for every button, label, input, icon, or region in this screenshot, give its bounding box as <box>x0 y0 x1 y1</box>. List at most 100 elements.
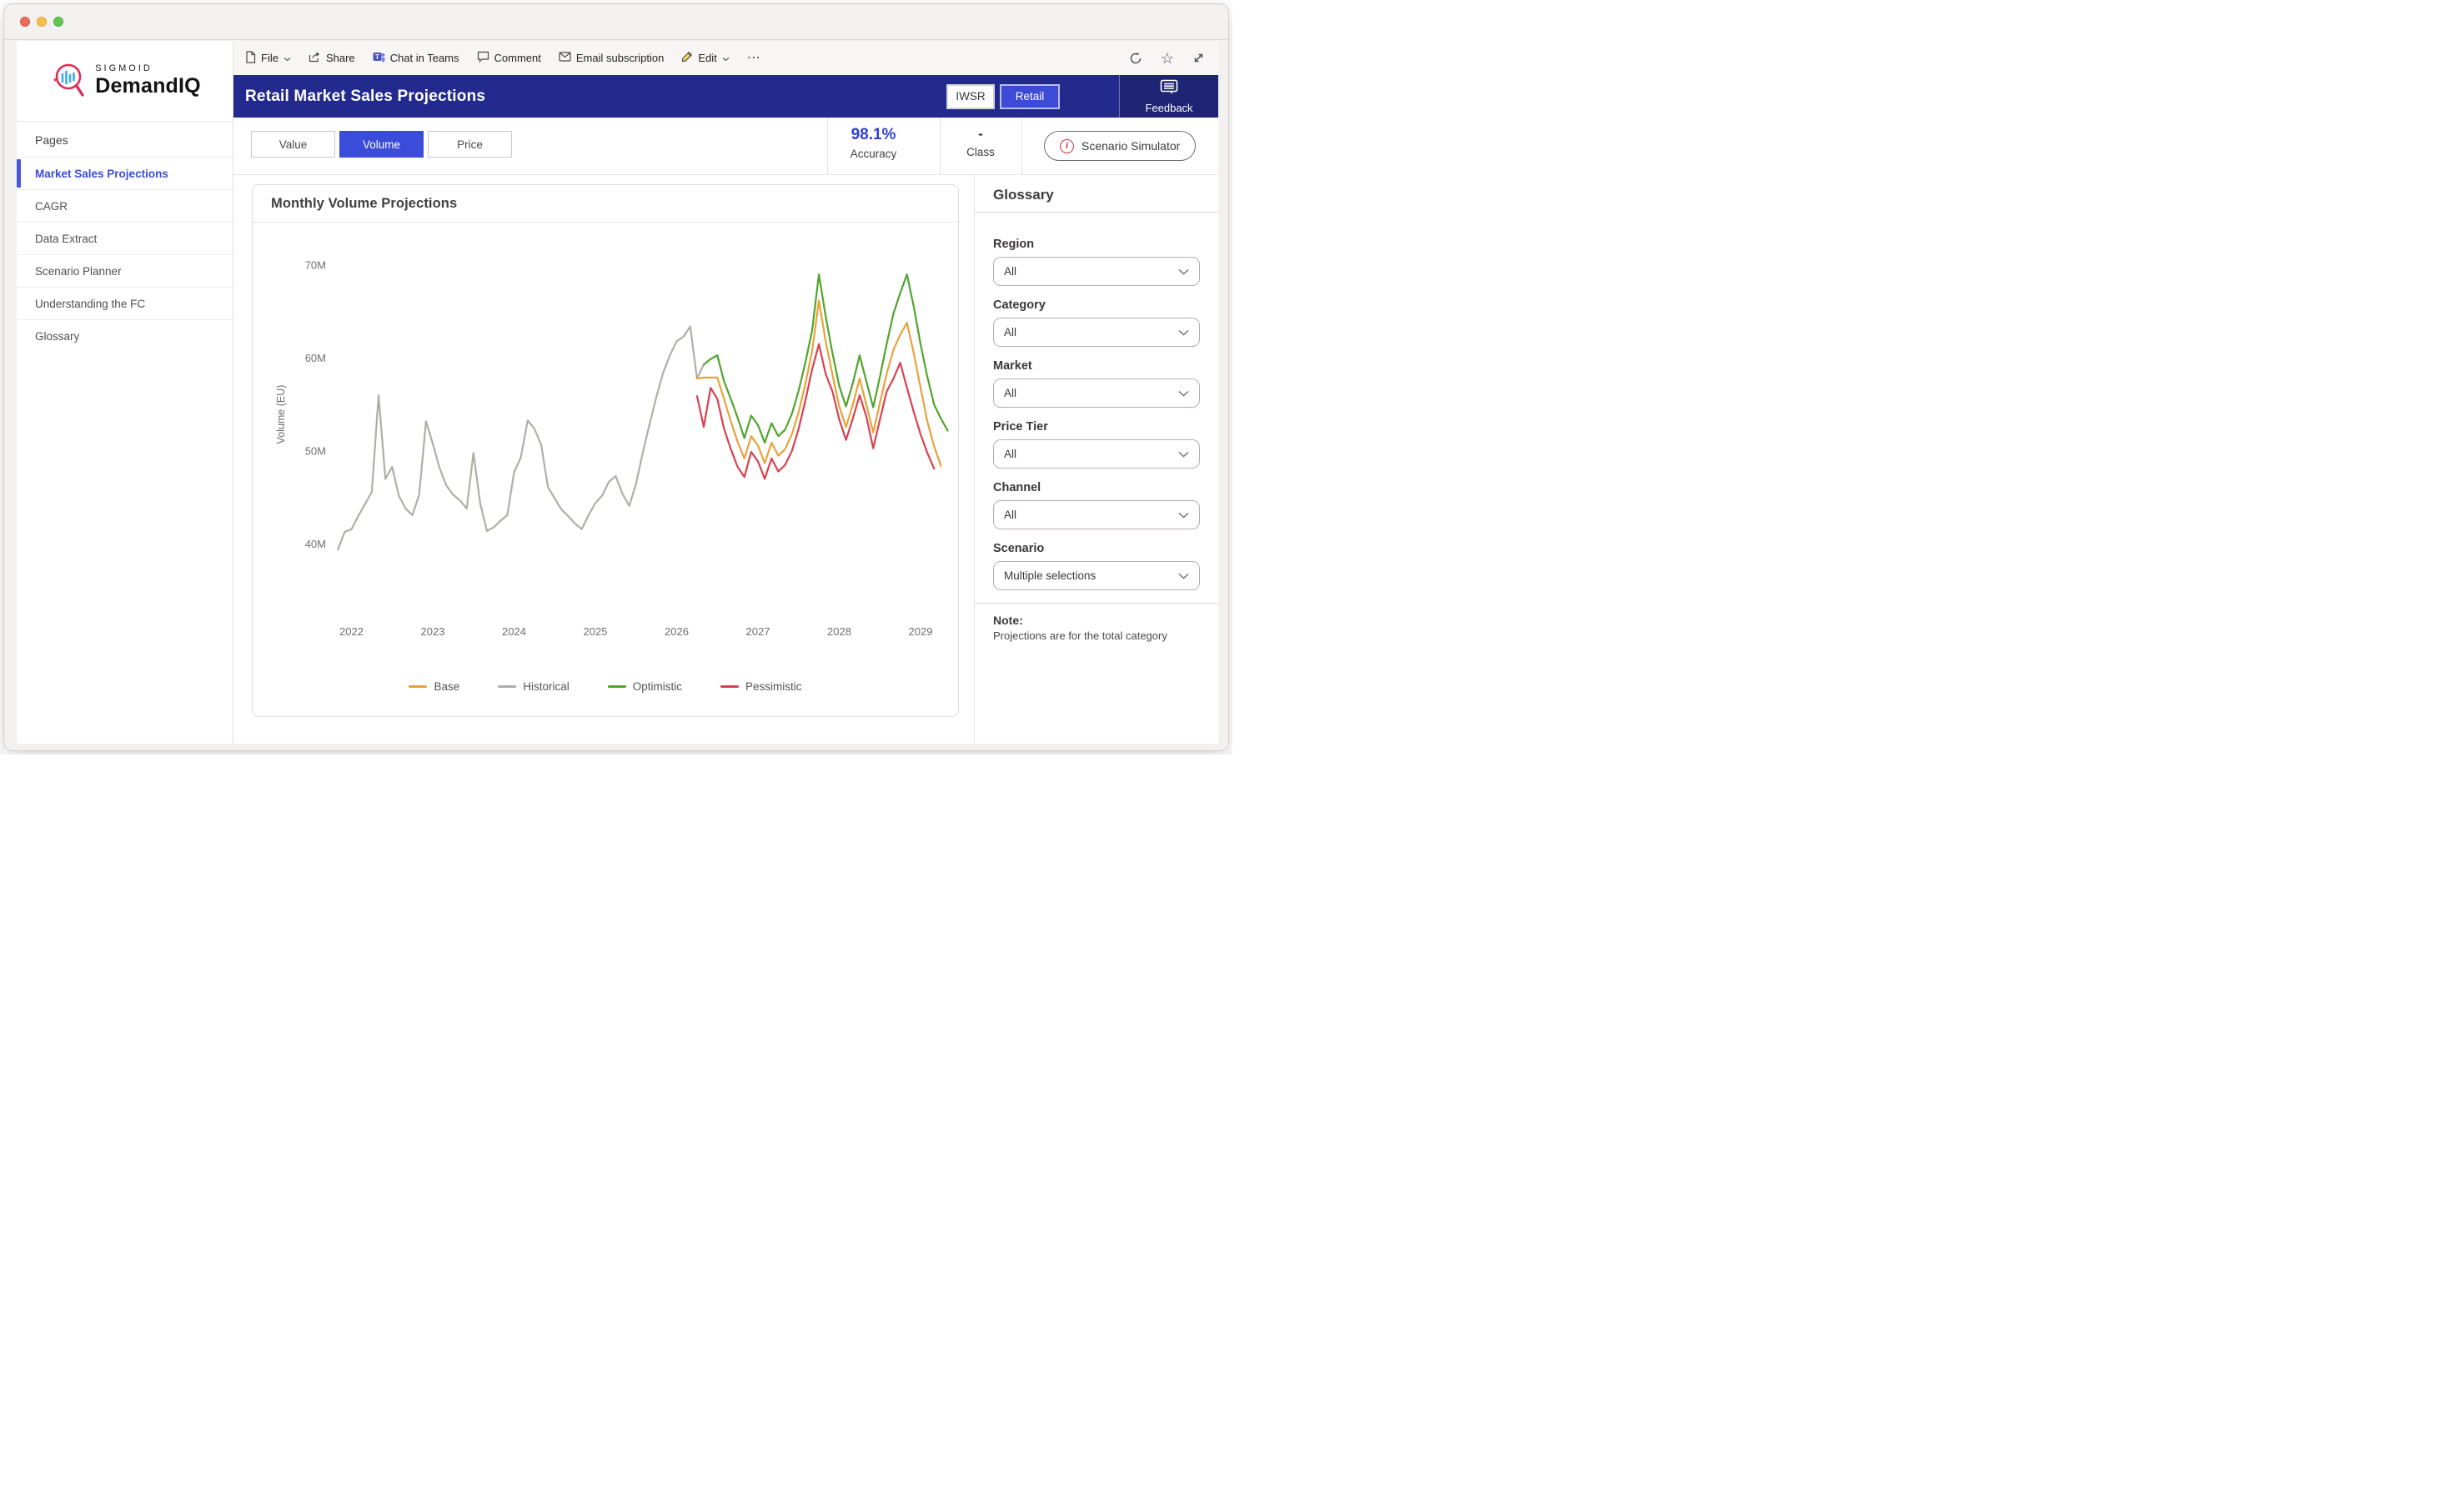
scenario-dropdown[interactable]: Multiple selections <box>993 561 1200 590</box>
report-canvas: Monthly Volume Projections 40M 50M 60M 70M 2… <box>233 175 1218 744</box>
legend-item-historical[interactable]: Historical <box>498 680 570 693</box>
window-close-button[interactable] <box>20 17 30 27</box>
y-tick-label: 40M <box>305 538 326 550</box>
y-axis-title: Volume (EU) <box>275 385 287 444</box>
filter-label: Region <box>993 238 1200 251</box>
chevron-down-icon <box>722 52 730 64</box>
feedback-icon <box>1160 79 1178 99</box>
y-tick-label: 50M <box>305 445 326 458</box>
chevron-down-icon <box>1178 387 1189 399</box>
file-icon <box>245 51 256 66</box>
divider <box>975 603 1218 604</box>
measure-tabs: Value Volume Price <box>251 131 512 158</box>
sidebar: SIGMOID DemandIQ Pages Market Sales Proj… <box>17 41 233 744</box>
market-dropdown[interactable]: All <box>993 379 1200 408</box>
sidebar-item-glossary[interactable]: Glossary <box>17 319 233 352</box>
class-stat: - Class <box>940 126 1021 158</box>
y-tick-label: 60M <box>305 352 326 364</box>
demandiq-logo-icon <box>48 59 87 103</box>
dropdown-value: All <box>1004 326 1016 338</box>
sidebar-item-label: Understanding the FC <box>35 298 145 310</box>
dropdown-value: All <box>1004 509 1016 521</box>
sidebar-item-scenario-planner[interactable]: Scenario Planner <box>17 254 233 287</box>
report-header: Retail Market Sales Projections IWSR Ret… <box>233 75 1218 118</box>
main-area: File Share <box>233 41 1218 744</box>
sub-header: Value Volume Price 98.1% Accuracy - Clas… <box>233 118 1218 175</box>
teams-icon: T <box>373 51 385 66</box>
chevron-down-icon <box>1178 509 1189 521</box>
tab-value[interactable]: Value <box>251 131 335 158</box>
feedback-button[interactable]: Feedback <box>1119 75 1218 118</box>
favorite-star-icon[interactable]: ☆ <box>1161 51 1174 66</box>
chart-legend: Base Historical Optimistic Pessimistic <box>253 680 958 693</box>
email-subscription-button[interactable]: Email subscription <box>559 52 665 64</box>
legend-swatch <box>409 685 427 688</box>
legend-label: Pessimistic <box>745 680 802 693</box>
accuracy-label: Accuracy <box>817 148 930 160</box>
chat-in-teams-button[interactable]: T Chat in Teams <box>373 51 459 66</box>
brand-logo: SIGMOID DemandIQ <box>17 41 233 122</box>
legend-label: Historical <box>523 680 570 693</box>
sidebar-item-data-extract[interactable]: Data Extract <box>17 222 233 254</box>
filter-channel: Channel All <box>993 481 1200 529</box>
legend-swatch <box>608 685 626 688</box>
filter-label: Market <box>993 359 1200 373</box>
projections-chart: 40M50M60M70M2022202320242025202620272028… <box>253 223 958 648</box>
sidebar-item-cagr[interactable]: CAGR <box>17 189 233 222</box>
tab-price[interactable]: Price <box>428 131 512 158</box>
chart-title: Monthly Volume Projections <box>253 185 958 223</box>
email-icon <box>559 52 571 64</box>
scenario-simulator-button[interactable]: i Scenario Simulator <box>1044 131 1196 161</box>
file-menu[interactable]: File <box>245 51 291 66</box>
edit-label: Edit <box>698 52 716 64</box>
edit-pencil-icon <box>681 51 693 65</box>
note-text: Projections are for the total category <box>993 629 1200 642</box>
comment-label: Comment <box>494 52 541 64</box>
chevron-down-icon <box>1178 448 1189 460</box>
legend-item-base[interactable]: Base <box>409 680 459 693</box>
window-zoom-button[interactable] <box>53 17 63 27</box>
sidebar-item-label: Glossary <box>35 330 79 343</box>
x-tick-label: 2023 <box>421 625 445 638</box>
series-optimistic <box>704 274 948 443</box>
filter-label: Scenario <box>993 542 1200 555</box>
filter-price-tier: Price Tier All <box>993 420 1200 469</box>
note-label: Note: <box>993 614 1200 627</box>
dropdown-value: All <box>1004 387 1016 399</box>
tab-volume[interactable]: Volume <box>339 131 424 158</box>
filter-scenario: Scenario Multiple selections <box>993 542 1200 590</box>
legend-item-optimistic[interactable]: Optimistic <box>608 680 682 693</box>
more-icon: ⋯ <box>747 52 760 65</box>
sidebar-item-label: Data Extract <box>35 233 97 245</box>
dropdown-value: All <box>1004 448 1016 460</box>
email-label: Email subscription <box>576 52 665 64</box>
comment-button[interactable]: Comment <box>477 51 541 65</box>
filter-label: Category <box>993 298 1200 312</box>
legend-label: Base <box>434 680 459 693</box>
category-dropdown[interactable]: All <box>993 318 1200 347</box>
screen: SIGMOID DemandIQ Pages Market Sales Proj… <box>0 0 1232 754</box>
refresh-icon[interactable] <box>1129 52 1142 65</box>
share-button[interactable]: Share <box>309 51 355 65</box>
accuracy-value: 98.1% <box>817 126 930 144</box>
region-dropdown[interactable]: All <box>993 257 1200 286</box>
edit-menu[interactable]: Edit <box>681 51 729 65</box>
expand-icon[interactable] <box>1192 52 1205 64</box>
x-tick-label: 2029 <box>909 625 933 638</box>
more-options-button[interactable]: ⋯ <box>747 52 760 65</box>
filter-market: Market All <box>993 359 1200 408</box>
panel-note: Note: Projections are for the total cate… <box>993 614 1200 642</box>
legend-swatch <box>498 685 516 688</box>
filter-panel: Glossary Region All <box>974 175 1218 744</box>
window-minimize-button[interactable] <box>37 17 47 27</box>
price-tier-dropdown[interactable]: All <box>993 439 1200 469</box>
iwsr-toggle-button[interactable]: IWSR <box>946 84 995 109</box>
legend-item-pessimistic[interactable]: Pessimistic <box>720 680 802 693</box>
sidebar-item-understanding-the-fc[interactable]: Understanding the FC <box>17 287 233 319</box>
chevron-down-icon <box>1178 265 1189 278</box>
sidebar-item-market-sales-projections[interactable]: Market Sales Projections <box>17 157 233 189</box>
y-tick-label: 70M <box>305 259 326 272</box>
channel-dropdown[interactable]: All <box>993 500 1200 529</box>
active-indicator <box>17 159 21 188</box>
retail-toggle-button[interactable]: Retail <box>1000 84 1060 109</box>
